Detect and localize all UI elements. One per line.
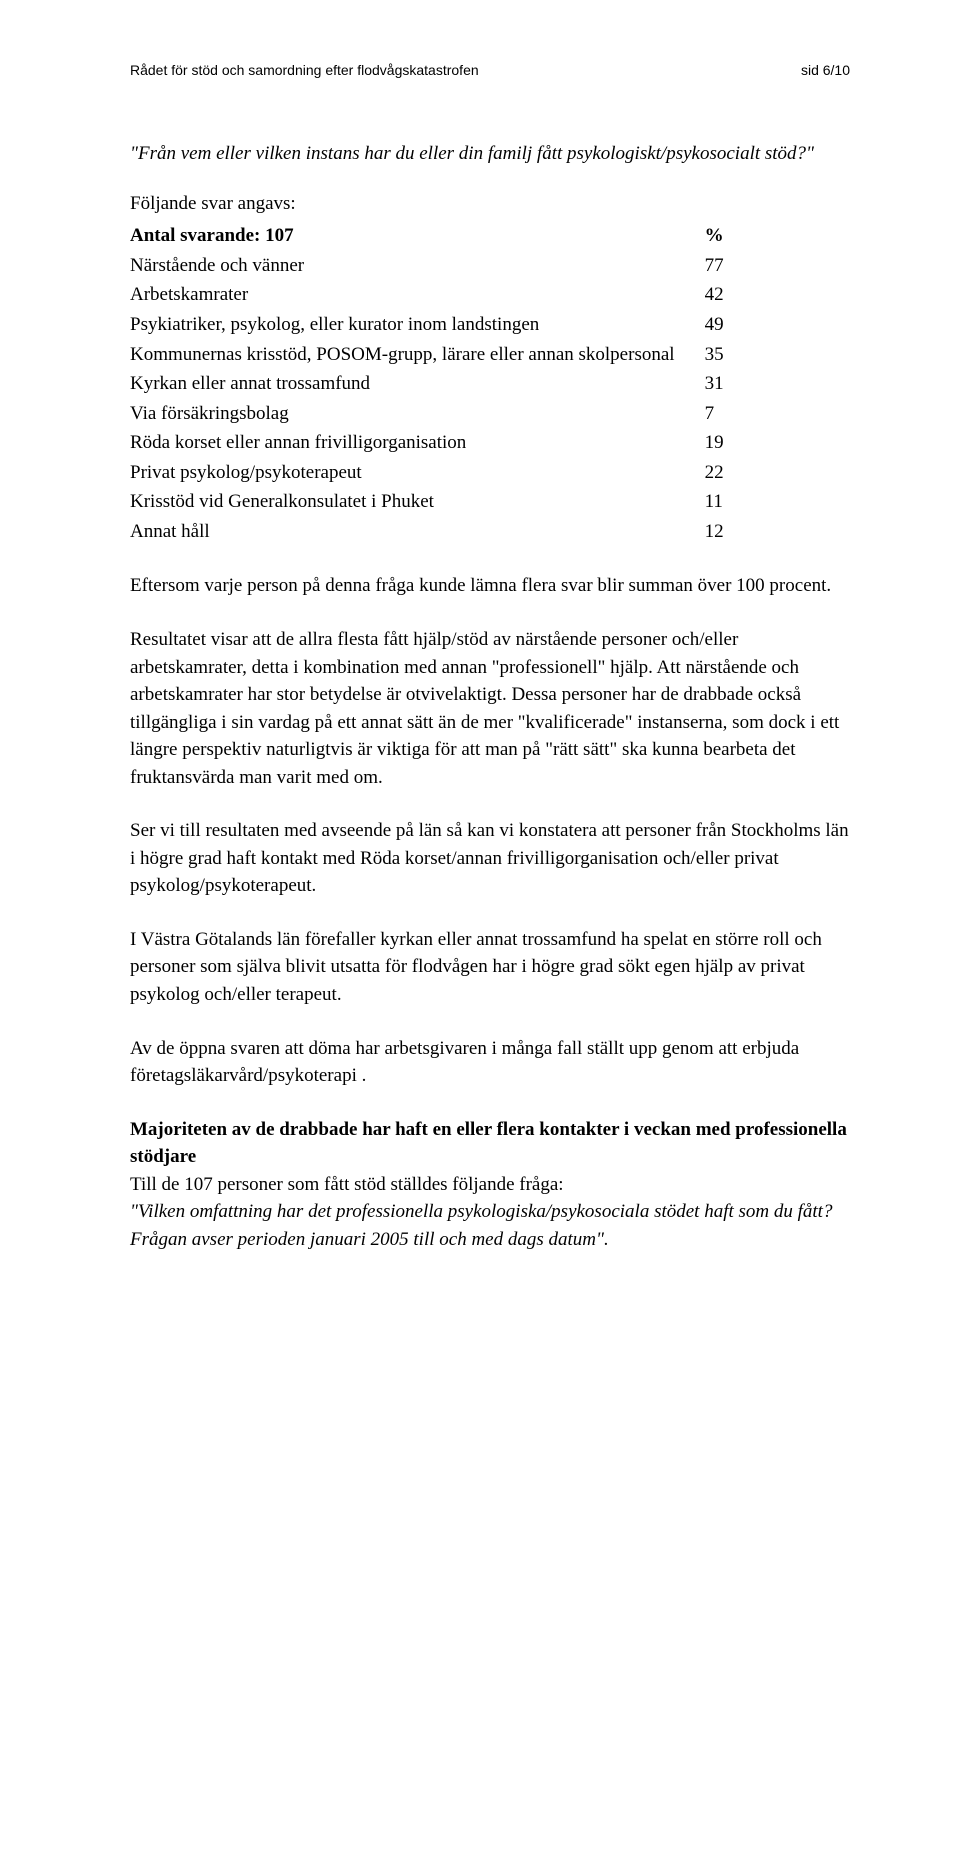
section-heading: Majoriteten av de drabbade har haft en e… [130,1119,847,1168]
row-label: Röda korset eller annan frivilligorganis… [130,428,705,458]
header-right: sid 6/10 [801,60,850,80]
row-val: 35 [705,340,745,370]
paragraph-1: Eftersom varje person på denna fråga kun… [130,572,850,600]
table-header-val: % [705,221,745,251]
table-row: Arbetskamrater 42 [130,280,745,310]
row-label: Annat håll [130,517,705,547]
survey-question: "Från vem eller vilken instans har du el… [130,140,850,168]
table-header-row: Antal svarande: 107 % [130,221,745,251]
table-intro: Följande svar angavs: [130,190,850,218]
row-label: Närstående och vänner [130,251,705,281]
row-val: 77 [705,251,745,281]
row-val: 49 [705,310,745,340]
paragraph-3: Ser vi till resultaten med avseende på l… [130,817,850,900]
row-val: 11 [705,487,745,517]
table-row: Via försäkringsbolag 7 [130,399,745,429]
table-row: Psykiatriker, psykolog, eller kurator in… [130,310,745,340]
row-val: 31 [705,369,745,399]
row-label: Kyrkan eller annat trossamfund [130,369,705,399]
row-label: Kommunernas krisstöd, POSOM-grupp, lärar… [130,340,705,370]
table-row: Röda korset eller annan frivilligorganis… [130,428,745,458]
paragraph-2: Resultatet visar att de allra flesta fåt… [130,626,850,791]
row-val: 22 [705,458,745,488]
row-val: 12 [705,517,745,547]
table-row: Kyrkan eller annat trossamfund 31 [130,369,745,399]
table-row: Kommunernas krisstöd, POSOM-grupp, lärar… [130,340,745,370]
row-label: Psykiatriker, psykolog, eller kurator in… [130,310,705,340]
page-header: Rådet för stöd och samordning efter flod… [130,60,850,80]
response-table: Antal svarande: 107 % Närstående och vän… [130,221,745,546]
paragraph-4: I Västra Götalands län förefaller kyrkan… [130,926,850,1009]
table-row: Närstående och vänner 77 [130,251,745,281]
follow-plain: Till de 107 personer som fått stöd ställ… [130,1174,564,1195]
row-label: Via försäkringsbolag [130,399,705,429]
table-row: Privat psykolog/psykoterapeut 22 [130,458,745,488]
follow-italic: "Vilken omfattning har det professionell… [130,1201,832,1250]
row-val: 7 [705,399,745,429]
row-val: 42 [705,280,745,310]
row-label: Privat psykolog/psykoterapeut [130,458,705,488]
row-val: 19 [705,428,745,458]
section-block: Majoriteten av de drabbade har haft en e… [130,1116,850,1254]
table-row: Annat håll 12 [130,517,745,547]
table-header-label: Antal svarande: 107 [130,221,705,251]
paragraph-5: Av de öppna svaren att döma har arbetsgi… [130,1035,850,1090]
row-label: Arbetskamrater [130,280,705,310]
header-left: Rådet för stöd och samordning efter flod… [130,60,479,80]
table-row: Krisstöd vid Generalkonsulatet i Phuket … [130,487,745,517]
row-label: Krisstöd vid Generalkonsulatet i Phuket [130,487,705,517]
